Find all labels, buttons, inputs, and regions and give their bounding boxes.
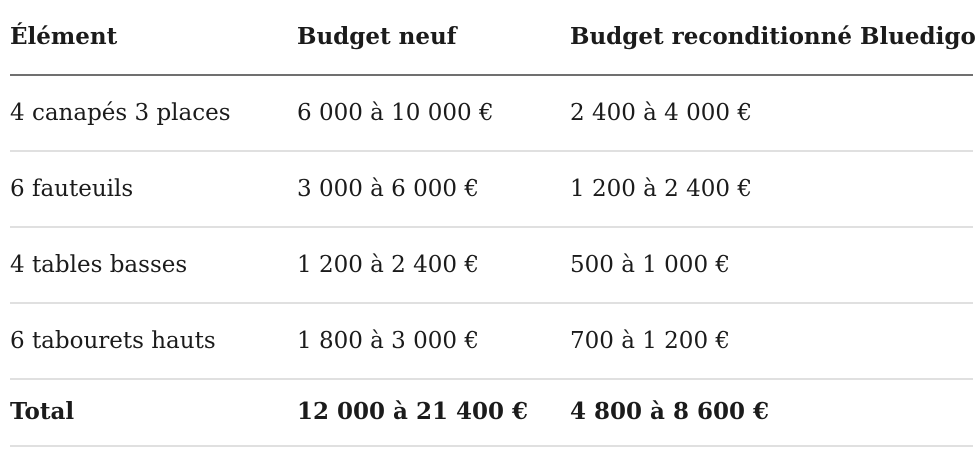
cell-item: 6 tabourets hauts xyxy=(10,327,216,354)
table-row: 6 fauteuils 3 000 à 6 000 € 1 200 à 2 40… xyxy=(10,152,973,228)
column-header-element: Élément xyxy=(10,22,118,50)
cell-total-label: Total xyxy=(10,398,75,426)
cell-item: 4 canapés 3 places xyxy=(10,99,231,126)
cell-budget-neuf: 3 000 à 6 000 € xyxy=(297,175,479,202)
column-header-budget-neuf: Budget neuf xyxy=(297,22,457,50)
column-header-budget-reconditionne: Budget reconditionné Bluedigo xyxy=(570,22,976,50)
cell-budget-neuf: 1 200 à 2 400 € xyxy=(297,251,479,278)
table-row: 4 tables basses 1 200 à 2 400 € 500 à 1 … xyxy=(10,228,973,304)
cell-total-budget-neuf: 12 000 à 21 400 € xyxy=(297,398,528,426)
table-total-row: Total 12 000 à 21 400 € 4 800 à 8 600 € xyxy=(10,380,973,447)
cell-total-budget-reconditionne: 4 800 à 8 600 € xyxy=(570,398,769,426)
table-header-row: Élément Budget neuf Budget reconditionné… xyxy=(10,0,976,76)
table-row: 6 tabourets hauts 1 800 à 3 000 € 700 à … xyxy=(10,304,973,380)
cell-budget-reconditionne: 500 à 1 000 € xyxy=(570,251,731,278)
cell-budget-reconditionne: 1 200 à 2 400 € xyxy=(570,175,752,202)
cell-item: 6 fauteuils xyxy=(10,175,134,202)
cell-item: 4 tables basses xyxy=(10,251,188,278)
cell-budget-reconditionne: 700 à 1 200 € xyxy=(570,327,731,354)
budget-comparison-table: Élément Budget neuf Budget reconditionné… xyxy=(10,0,976,447)
table-row: 4 canapés 3 places 6 000 à 10 000 € 2 40… xyxy=(10,76,973,152)
cell-budget-neuf: 1 800 à 3 000 € xyxy=(297,327,479,354)
cell-budget-reconditionne: 2 400 à 4 000 € xyxy=(570,99,752,126)
cell-budget-neuf: 6 000 à 10 000 € xyxy=(297,99,494,126)
